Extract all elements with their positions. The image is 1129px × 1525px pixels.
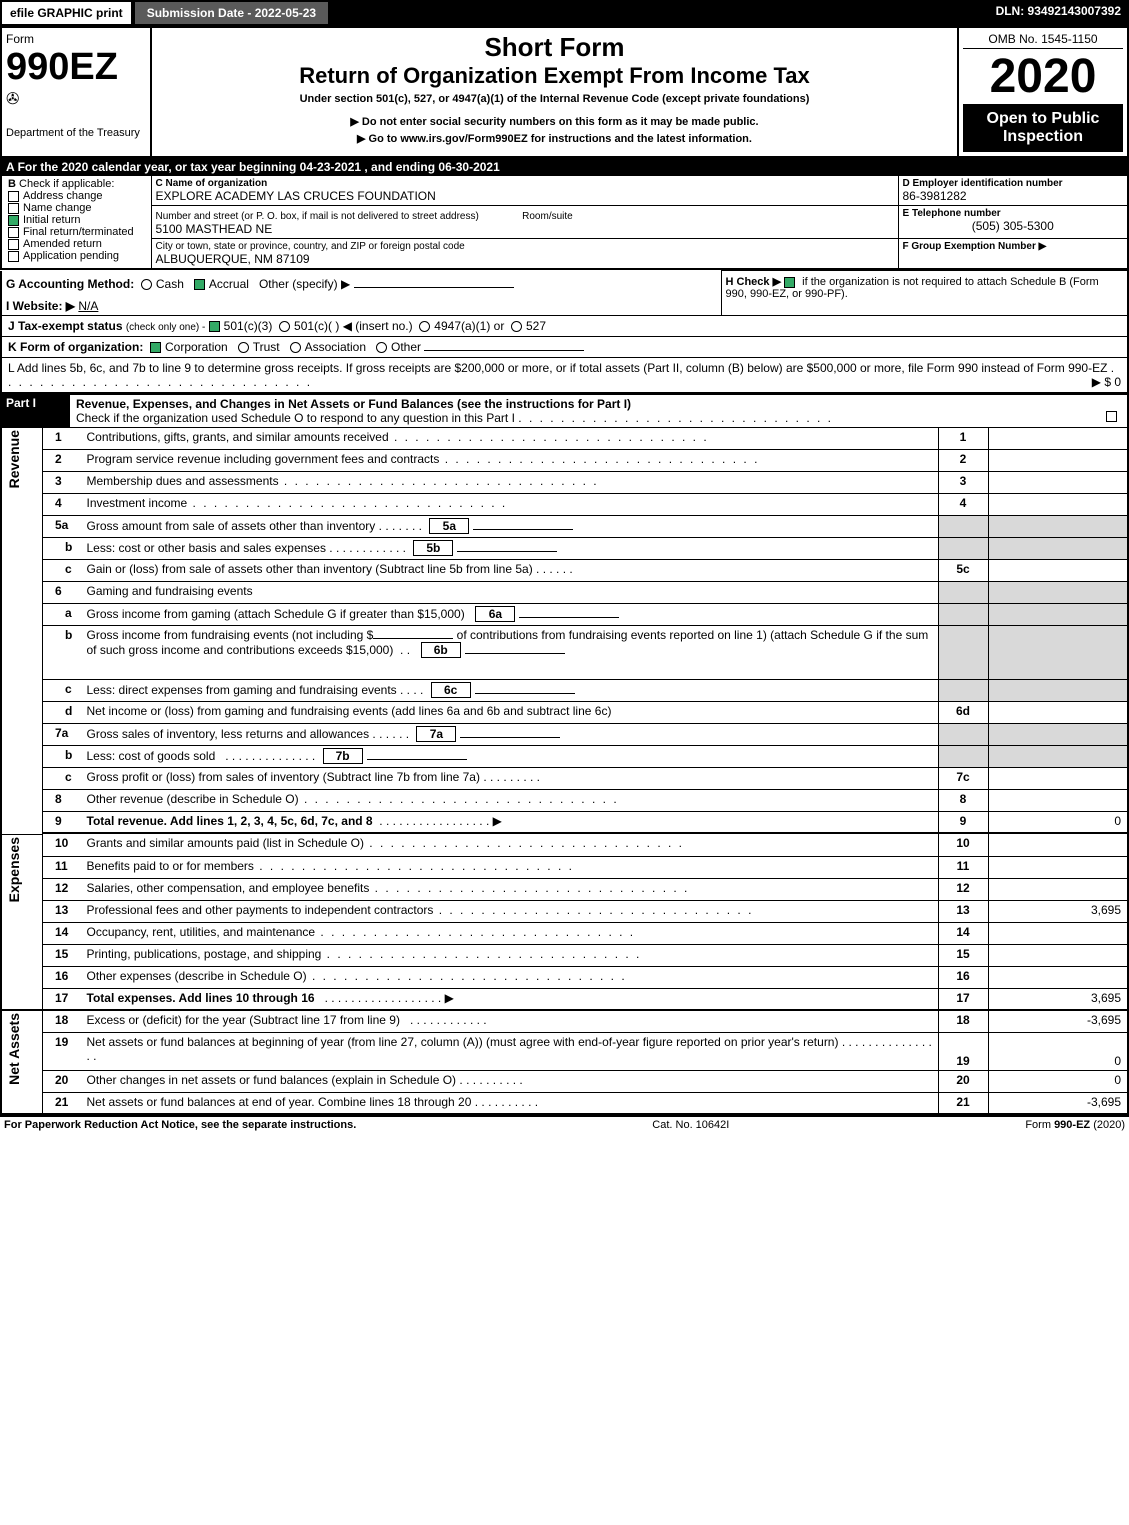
part1-check-text: Check if the organization used Schedule … bbox=[76, 411, 515, 425]
B-label: Check if applicable: bbox=[19, 178, 114, 190]
topbar-spacer bbox=[330, 0, 987, 26]
chk-part1-scheduleO[interactable] bbox=[1106, 411, 1117, 422]
chk-corp[interactable] bbox=[150, 342, 161, 353]
open-to-public: Open to Public Inspection bbox=[963, 104, 1123, 152]
C-addr-label: Number and street (or P. O. box, if mail… bbox=[156, 211, 479, 222]
K-label: K Form of organization: bbox=[8, 340, 143, 354]
form-header: Form 990EZ ✇ Department of the Treasury … bbox=[0, 26, 1129, 158]
warn-ssn: ▶ Do not enter social security numbers o… bbox=[156, 115, 953, 128]
dln: DLN: 93492143007392 bbox=[988, 0, 1129, 26]
C-name-label: C Name of organization bbox=[156, 178, 268, 189]
rad-501c[interactable] bbox=[279, 321, 290, 332]
org-city: ALBUQUERQUE, NM 87109 bbox=[156, 252, 894, 266]
phone: (505) 305-5300 bbox=[903, 219, 1124, 233]
top-bar: efile GRAPHIC print Submission Date - 20… bbox=[0, 0, 1129, 26]
ein: 86-3981282 bbox=[903, 189, 1124, 203]
J-label: J Tax-exempt status bbox=[8, 319, 123, 333]
ghi-block: G Accounting Method: Cash Accrual Other … bbox=[0, 270, 1129, 394]
E-label: E Telephone number bbox=[903, 208, 1001, 219]
footer-right: Form 990-EZ (2020) bbox=[1025, 1119, 1125, 1131]
omb: OMB No. 1545-1150 bbox=[963, 32, 1123, 49]
chk-final-return[interactable] bbox=[8, 227, 19, 238]
row-A: A For the 2020 calendar year, or tax yea… bbox=[0, 158, 1129, 176]
L-text: L Add lines 5b, 6c, and 7b to line 9 to … bbox=[8, 361, 1107, 375]
chk-name-change[interactable] bbox=[8, 203, 19, 214]
chk-initial-return[interactable] bbox=[8, 215, 19, 226]
side-revenue: Revenue bbox=[6, 430, 22, 488]
chk-H[interactable] bbox=[784, 277, 795, 288]
org-name: EXPLORE ACADEMY LAS CRUCES FOUNDATION bbox=[156, 189, 894, 203]
row-A-text: For the 2020 calendar year, or tax year … bbox=[18, 160, 500, 174]
efile-label[interactable]: efile GRAPHIC print bbox=[0, 0, 133, 26]
chk-amended[interactable] bbox=[8, 239, 19, 250]
footer-mid: Cat. No. 10642I bbox=[652, 1119, 729, 1131]
form-label: Form bbox=[6, 32, 146, 46]
footer-left: For Paperwork Reduction Act Notice, see … bbox=[4, 1119, 356, 1131]
rad-4947[interactable] bbox=[419, 321, 430, 332]
F-label: F Group Exemption Number ▶ bbox=[903, 241, 1047, 252]
part1-header: Part I Revenue, Expenses, and Changes in… bbox=[0, 394, 1129, 427]
G-label: G Accounting Method: bbox=[6, 277, 134, 291]
rad-other-org[interactable] bbox=[376, 342, 387, 353]
D-label: D Employer identification number bbox=[903, 178, 1063, 189]
page-footer: For Paperwork Reduction Act Notice, see … bbox=[0, 1115, 1129, 1133]
chk-accrual[interactable] bbox=[194, 279, 205, 290]
tax-year: 2020 bbox=[963, 49, 1123, 104]
H-label: H Check ▶ bbox=[726, 276, 782, 288]
I-label: I Website: ▶ bbox=[6, 299, 75, 313]
rad-527[interactable] bbox=[511, 321, 522, 332]
chk-501c3[interactable] bbox=[209, 321, 220, 332]
title-short-form: Short Form bbox=[156, 32, 953, 63]
chk-app-pending[interactable] bbox=[8, 251, 19, 262]
L-amt: ▶ $ 0 bbox=[1092, 375, 1121, 389]
submission-date: Submission Date - 2022-05-23 bbox=[133, 0, 330, 26]
warn-goto: ▶ Go to www.irs.gov/Form990EZ for instru… bbox=[156, 132, 953, 145]
chk-address-change[interactable] bbox=[8, 191, 19, 202]
rad-cash[interactable] bbox=[141, 279, 152, 290]
rad-trust[interactable] bbox=[238, 342, 249, 353]
dept-treasury: Department of the Treasury bbox=[6, 127, 146, 139]
identity-block: B Check if applicable: Address change Na… bbox=[0, 176, 1129, 270]
rad-assoc[interactable] bbox=[290, 342, 301, 353]
C-room-label: Room/suite bbox=[522, 211, 573, 222]
org-address: 5100 MASTHEAD NE bbox=[156, 222, 894, 236]
side-expenses: Expenses bbox=[6, 837, 22, 902]
form-number: 990EZ bbox=[6, 46, 146, 89]
title-return: Return of Organization Exempt From Incom… bbox=[156, 63, 953, 89]
H-text: if the organization is not required to a… bbox=[726, 276, 1099, 300]
C-city-label: City or town, state or province, country… bbox=[156, 241, 894, 252]
side-netassets: Net Assets bbox=[6, 1013, 22, 1085]
part1-heading: Revenue, Expenses, and Changes in Net As… bbox=[76, 397, 631, 411]
part1-label: Part I bbox=[0, 394, 70, 427]
website: N/A bbox=[78, 299, 98, 313]
part1-lines: Revenue 1Contributions, gifts, grants, a… bbox=[0, 427, 1129, 1116]
subtitle: Under section 501(c), 527, or 4947(a)(1)… bbox=[156, 93, 953, 105]
